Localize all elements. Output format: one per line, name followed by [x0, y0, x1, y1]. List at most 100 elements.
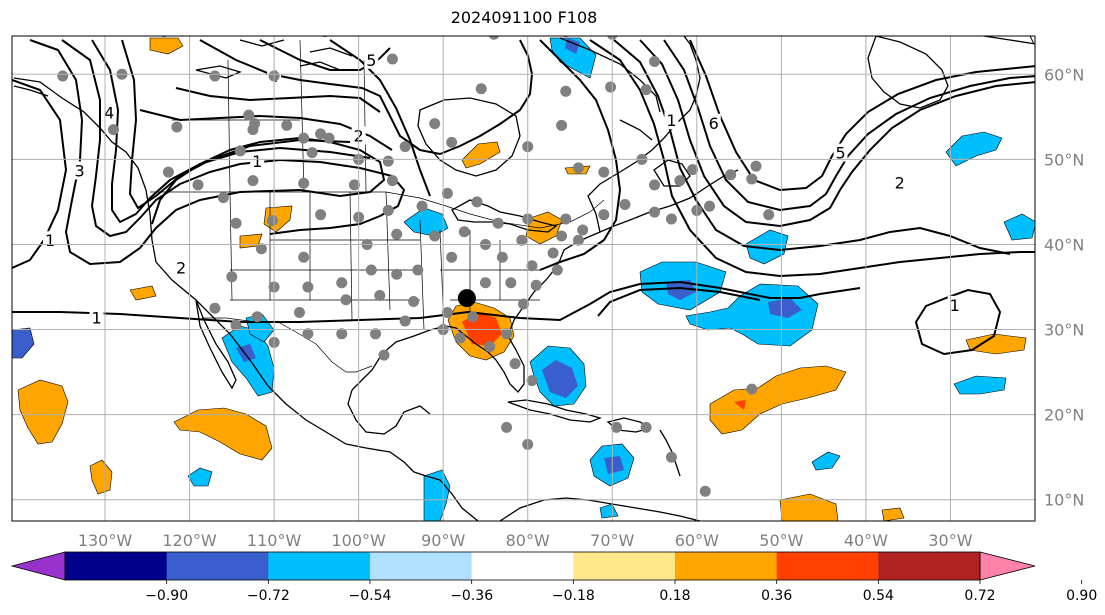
colorbar-tick-label: −0.72 — [247, 588, 290, 604]
canada-east-coast — [587, 36, 701, 233]
colorbar-segment — [776, 552, 879, 580]
station-dot — [526, 375, 538, 387]
longitude-label: 60°W — [675, 531, 719, 550]
contour-label: 5 — [835, 144, 845, 163]
storm-center-marker — [457, 289, 476, 308]
station-dot — [598, 209, 610, 221]
station-dot — [399, 315, 411, 327]
positive-anomaly-region — [709, 365, 847, 435]
station-dot — [251, 311, 263, 323]
colorbar-tick-label: −0.36 — [450, 588, 493, 604]
contour-line — [12, 280, 861, 323]
contour-label: 1 — [45, 231, 55, 250]
station-dot — [484, 341, 496, 353]
contour-line — [689, 39, 1035, 192]
contour-line — [175, 87, 381, 113]
station-dot — [530, 279, 542, 291]
latitude-labels: 60°N 50°N 40°N 30°N 20°N 10°N — [1044, 65, 1084, 509]
negative-anomaly-region — [599, 503, 619, 519]
station-dot — [107, 124, 119, 136]
canada-province-lines — [172, 39, 367, 193]
station-dot — [674, 175, 686, 187]
greenland-east — [983, 36, 1035, 45]
contour-label-background — [833, 143, 848, 162]
contour-line — [914, 288, 1002, 356]
station-dot — [374, 290, 386, 302]
station-dot — [687, 164, 699, 176]
colorbar-segment — [573, 552, 676, 580]
negative-anomaly-region — [12, 327, 35, 359]
station-dot — [57, 70, 69, 82]
station-dot — [454, 332, 466, 344]
latitude-label: 60°N — [1044, 65, 1084, 84]
contour-label-background — [102, 103, 117, 122]
station-dot — [640, 84, 652, 96]
negative-anomaly-region — [1003, 213, 1035, 241]
colorbar-tick-label: 0.36 — [761, 588, 792, 604]
station-dot — [547, 247, 559, 259]
station-dot — [746, 173, 758, 185]
station-dot — [496, 251, 508, 263]
positive-anomaly-region — [173, 407, 273, 461]
negative-anomaly-region — [542, 360, 578, 398]
map-area: 41254312116521 — [12, 36, 1035, 521]
baja-peninsula — [195, 299, 237, 390]
station-markers — [57, 36, 775, 497]
contour-label: 1 — [666, 111, 676, 130]
station-dot — [649, 56, 661, 68]
latitude-label: 20°N — [1044, 406, 1084, 425]
station-dot — [217, 192, 229, 204]
station-dot — [306, 147, 318, 159]
latitude-label: 30°N — [1044, 321, 1084, 340]
longitude-label: 30°W — [928, 531, 972, 550]
station-dot — [408, 295, 420, 307]
longitude-label: 100°W — [331, 531, 386, 550]
negative-anomaly-region — [953, 375, 1007, 395]
station-dot — [429, 230, 441, 242]
station-dot — [386, 53, 398, 65]
contour-line — [663, 39, 1035, 212]
hudson-bay — [417, 97, 521, 177]
colorbar-extend-high — [979, 551, 1036, 581]
station-dot — [255, 243, 267, 255]
station-dot — [416, 200, 428, 212]
negative-anomaly-region — [187, 467, 213, 487]
contour-label: 2 — [895, 173, 905, 192]
station-dot — [336, 277, 348, 289]
station-dot — [518, 298, 529, 310]
longitude-label: 130°W — [78, 531, 133, 550]
longitude-labels: 130°W 120°W 110°W 100°W 90°W 80°W 70°W 60°W 50°W… — [78, 531, 973, 550]
station-dot — [247, 124, 259, 136]
north-america-west-coast — [13, 77, 479, 521]
station-dot — [298, 177, 310, 189]
station-dot — [577, 224, 589, 236]
colorbar-segment — [878, 552, 981, 580]
positive-anomaly-region — [461, 141, 501, 169]
station-dot — [230, 319, 242, 331]
station-dot — [750, 160, 762, 172]
contour-label-background — [250, 152, 265, 171]
station-dot — [348, 179, 360, 191]
baffin-island — [559, 37, 661, 113]
colorbar-segment — [166, 552, 269, 580]
contour-line — [329, 39, 431, 197]
station-dot — [192, 179, 204, 191]
contour-line — [259, 39, 391, 71]
station-dot — [391, 228, 403, 240]
station-dot — [488, 36, 500, 40]
colorbar-tick-label: −0.90 — [145, 588, 188, 604]
contour-line — [61, 39, 406, 238]
station-dot — [162, 166, 174, 178]
station-dot — [649, 179, 661, 191]
station-dot — [370, 328, 382, 340]
station-dot — [247, 175, 259, 187]
contour-line — [539, 39, 622, 271]
contour-line — [12, 79, 68, 269]
longitude-label: 110°W — [247, 531, 302, 550]
positive-anomaly-region — [129, 285, 157, 301]
station-dot — [598, 166, 610, 178]
colorbar-extend-low — [10, 551, 66, 581]
station-dot — [458, 226, 470, 238]
negative-anomaly-region — [221, 325, 275, 397]
ocean-background — [12, 36, 1035, 521]
